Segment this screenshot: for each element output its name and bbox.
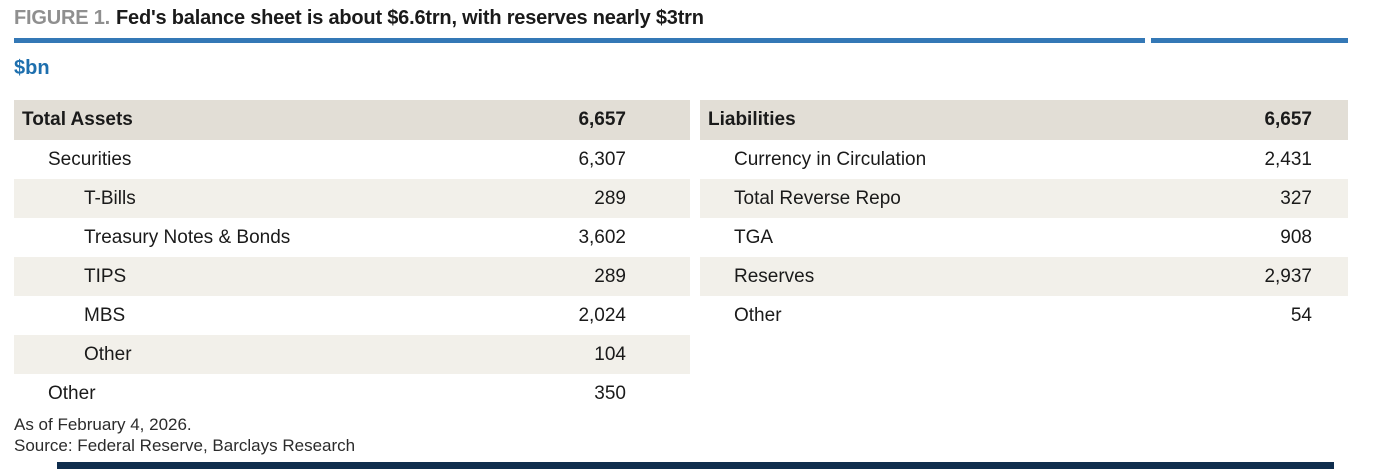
row-value: 289 bbox=[594, 265, 626, 287]
row-value: 2,937 bbox=[1264, 265, 1312, 287]
row-label: Securities bbox=[48, 148, 132, 170]
row-value: 6,307 bbox=[578, 148, 626, 170]
row-value: 350 bbox=[594, 382, 626, 404]
table-row: T-Bills 289 bbox=[14, 179, 690, 218]
assets-header-label: Total Assets bbox=[22, 109, 133, 130]
row-label: Other bbox=[734, 304, 782, 326]
source-note: Source: Federal Reserve, Barclays Resear… bbox=[14, 436, 356, 455]
title-divider-rule-left bbox=[14, 38, 1145, 43]
table-row: MBS 2,024 bbox=[14, 296, 690, 335]
row-value: 908 bbox=[1280, 226, 1312, 248]
liabilities-header-value: 6,657 bbox=[1264, 109, 1312, 130]
row-value: 3,602 bbox=[578, 226, 626, 248]
row-label: MBS bbox=[84, 304, 126, 326]
table-row: Other 54 bbox=[700, 296, 1348, 335]
table-row: Other 350 bbox=[14, 374, 690, 413]
table-row: Currency in Circulation 2,431 bbox=[700, 140, 1348, 179]
row-value: 104 bbox=[594, 343, 626, 365]
table-row: TIPS 289 bbox=[14, 257, 690, 296]
table-row: Reserves 2,937 bbox=[700, 257, 1348, 296]
row-label: Currency in Circulation bbox=[734, 148, 927, 170]
footnotes: As of February 4, 2026. Source: Federal … bbox=[14, 414, 355, 456]
assets-header-value: 6,657 bbox=[578, 109, 626, 130]
liabilities-table: Liabilities 6,657 Currency in Circulatio… bbox=[700, 100, 1348, 335]
figure-title-text: Fed's balance sheet is about $6.6trn, wi… bbox=[116, 7, 704, 29]
row-label: Reserves bbox=[734, 265, 815, 287]
row-label: T-Bills bbox=[84, 187, 136, 209]
row-label: TGA bbox=[734, 226, 774, 248]
title-divider-rule-right bbox=[1151, 38, 1348, 43]
row-value: 327 bbox=[1280, 187, 1312, 209]
assets-header-row: Total Assets 6,657 bbox=[14, 100, 690, 140]
table-row: Other 104 bbox=[14, 335, 690, 374]
row-label: Other bbox=[84, 343, 132, 365]
row-label: Treasury Notes & Bonds bbox=[84, 226, 291, 248]
row-label: Other bbox=[48, 382, 96, 404]
figure-number-label: FIGURE 1. bbox=[14, 7, 110, 29]
assets-table: Total Assets 6,657 Securities 6,307 T-Bill… bbox=[14, 100, 690, 413]
unit-label: $bn bbox=[14, 57, 50, 79]
bottom-rule bbox=[57, 462, 1334, 469]
table-row: TGA 908 bbox=[700, 218, 1348, 257]
row-label: TIPS bbox=[84, 265, 127, 287]
table-row: Securities 6,307 bbox=[14, 140, 690, 179]
as-of-note: As of February 4, 2026. bbox=[14, 415, 192, 434]
figure-title: FIGURE 1. Fed's balance sheet is about $6… bbox=[14, 7, 704, 30]
row-value: 2,024 bbox=[578, 304, 626, 326]
table-row: Treasury Notes & Bonds 3,602 bbox=[14, 218, 690, 257]
row-value: 289 bbox=[594, 187, 626, 209]
liabilities-header-row: Liabilities 6,657 bbox=[700, 100, 1348, 140]
liabilities-header-label: Liabilities bbox=[708, 109, 796, 130]
row-value: 54 bbox=[1290, 304, 1312, 326]
row-value: 2,431 bbox=[1264, 148, 1312, 170]
row-label: Total Reverse Repo bbox=[734, 187, 901, 209]
table-row: Total Reverse Repo 327 bbox=[700, 179, 1348, 218]
